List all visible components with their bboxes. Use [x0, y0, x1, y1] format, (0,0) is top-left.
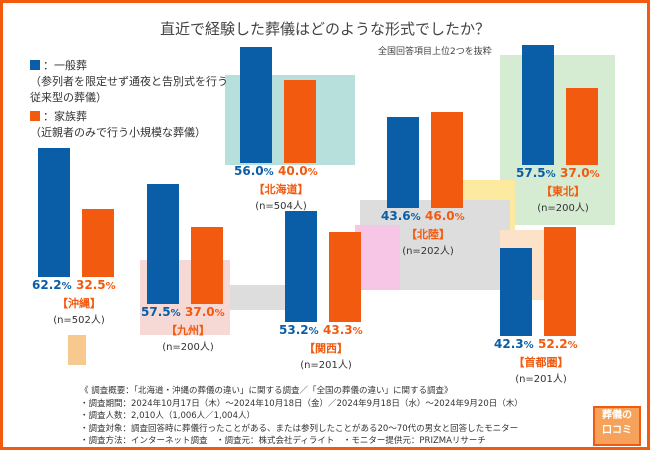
region-name: 【北海道】: [253, 183, 309, 196]
data-value: 62.2: [32, 278, 62, 292]
data-value: 32.5: [76, 278, 106, 292]
legend: ：一般葬 （参列者を限定せず通夜と告別式を行う従来型の葬儀） ：家族葬 （近親者…: [30, 58, 235, 141]
map-okinawa: [68, 335, 86, 365]
data-unit: %: [308, 326, 319, 337]
legend-label: 家族葬: [54, 110, 87, 123]
data-unit: %: [545, 169, 556, 180]
data-unit: %: [523, 340, 534, 351]
map-kansai: [355, 225, 400, 290]
region-sample-size: (n=200人): [162, 342, 214, 353]
data-label: 57.5%: [516, 166, 556, 180]
data-unit: %: [352, 326, 363, 337]
logo-text: 口コミ: [602, 425, 632, 436]
data-unit: %: [105, 281, 116, 292]
bar-general: [38, 147, 70, 277]
region-sample-size: (n=200人): [537, 203, 589, 214]
legend-item-general: ：一般葬: [30, 58, 235, 74]
data-value: 42.3: [494, 337, 524, 351]
region-sample-size: (n=504人): [255, 201, 307, 212]
data-label: 56.0%: [234, 164, 274, 178]
data-label: 62.2%: [32, 278, 72, 292]
bar-family: [82, 209, 114, 277]
data-value: 40.0: [278, 164, 308, 178]
bar-general: [285, 211, 317, 322]
data-label: 32.5%: [76, 278, 116, 292]
data-label: 37.0%: [185, 305, 225, 319]
bar-general: [522, 45, 554, 165]
region-sample-size: (n=502人): [53, 315, 105, 326]
data-label: 43.3%: [323, 323, 363, 337]
data-label: 52.2%: [538, 337, 578, 351]
bar-family: [431, 112, 463, 208]
data-unit: %: [454, 212, 465, 223]
bar-family: [329, 231, 361, 322]
region-name: 【関西】: [304, 342, 348, 355]
data-value: 43.3: [323, 323, 353, 337]
data-value: 37.0: [185, 305, 215, 319]
data-value: 56.0: [234, 164, 264, 178]
logo: 葬儀の 口コミ: [593, 406, 641, 446]
bar-family: [284, 79, 316, 163]
bar-family: [566, 88, 598, 165]
data-value: 43.6: [381, 209, 411, 223]
legend-swatch: [30, 111, 40, 121]
data-value: 57.5: [141, 305, 171, 319]
bar-family: [544, 227, 576, 336]
data-unit: %: [410, 212, 421, 223]
legend-description: （参列者を限定せず通夜と告別式を行う従来型の葬儀）: [30, 75, 228, 104]
note-line: ・調査人数：2,010人（1,006人／1,004人）: [80, 411, 256, 421]
data-value: 37.0: [560, 166, 590, 180]
data-label: 53.2%: [279, 323, 319, 337]
data-label: 46.0%: [425, 209, 465, 223]
note-line: ・調査対象：調査回答時に葬儀行ったことがある、または参列したことがある20～70…: [80, 423, 519, 434]
data-unit: %: [589, 169, 600, 180]
data-unit: %: [263, 167, 274, 178]
bar-general: [147, 184, 179, 304]
data-unit: %: [214, 308, 225, 319]
data-value: 46.0: [425, 209, 455, 223]
legend-colon: ：: [43, 110, 54, 123]
bar-general: [387, 117, 419, 208]
region-sample-size: (n=202人): [402, 246, 454, 257]
region-name: 【沖縄】: [57, 297, 101, 310]
legend-swatch: [30, 60, 40, 70]
legend-description: （近親者のみで行う小規模な葬儀）: [30, 126, 206, 139]
data-label: 42.3%: [494, 337, 534, 351]
legend-label: 一般葬: [54, 59, 87, 72]
legend-colon: ：: [43, 59, 54, 72]
bar-general: [240, 46, 272, 163]
region-sample-size: (n=201人): [515, 374, 567, 385]
data-unit: %: [61, 281, 72, 292]
data-value: 57.5: [516, 166, 546, 180]
bar-family: [191, 227, 223, 304]
note-line: ・調査方法：インターネット調査 ・調査元：株式会社ディライト ・モニター提供元：…: [80, 436, 486, 446]
note-line: ・調査期間：2024年10月17日（木）～2024年10月18日（金）／2024…: [80, 398, 523, 409]
data-label: 37.0%: [560, 166, 600, 180]
bar-general: [500, 248, 532, 336]
chart-subtitle: 全国回答項目上位2つを抜粋: [378, 47, 492, 57]
note-line: 《 調査概要：「北海道・沖縄の葬儀の違い」に関する調査／「全国の葬儀の違い」に関…: [80, 386, 453, 396]
region-name: 【東北】: [541, 185, 585, 198]
data-label: 43.6%: [381, 209, 421, 223]
data-unit: %: [567, 340, 578, 351]
region-sample-size: (n=201人): [300, 360, 352, 371]
data-value: 53.2: [279, 323, 309, 337]
data-label: 57.5%: [141, 305, 181, 319]
data-value: 52.2: [538, 337, 568, 351]
region-name: 【北陸】: [406, 228, 450, 241]
region-name: 【九州】: [166, 324, 210, 337]
logo-text: 葬儀の: [602, 410, 632, 421]
survey-notes: 《 調査概要：「北海道・沖縄の葬儀の違い」に関する調査／「全国の葬儀の違い」に関…: [80, 385, 523, 448]
region-name: 【首都圏】: [513, 356, 569, 369]
data-unit: %: [170, 308, 181, 319]
chart-title: 直近で経験した葬儀はどのような形式でしたか？: [159, 20, 490, 38]
data-unit: %: [307, 167, 318, 178]
data-label: 40.0%: [278, 164, 318, 178]
legend-item-family: ：家族葬: [30, 109, 235, 125]
